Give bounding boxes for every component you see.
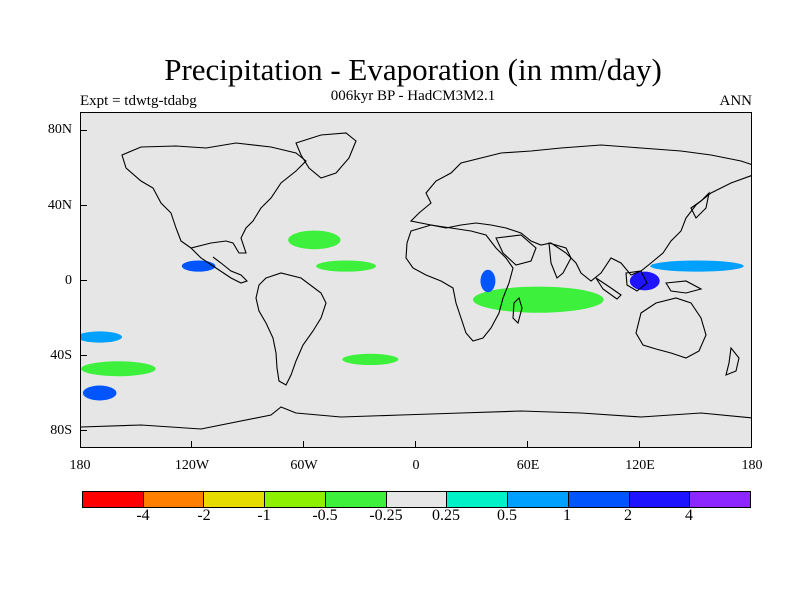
lon-label: 120E [625, 458, 655, 473]
pe-anomaly-south-atlantic-drying [342, 353, 399, 365]
coast-greenland [295, 132, 357, 179]
pe-anomaly-tropical-atlantic-drying [316, 260, 376, 272]
lon-tick [191, 441, 192, 448]
lat-label: 80S [50, 423, 72, 438]
coast-arabia [495, 234, 537, 266]
lat-label: 0 [65, 273, 72, 288]
colorbar [82, 491, 751, 508]
lon-label: 60E [516, 458, 540, 473]
map-panel [80, 112, 752, 448]
lon-tick [527, 441, 528, 448]
pe-anomaly-southern-ocean-wetting [82, 385, 117, 401]
colorbar-box [325, 492, 387, 507]
coastlines [81, 132, 751, 430]
coast-eurasia [409, 144, 751, 282]
colorbar-label: -0.5 [312, 507, 338, 524]
coast-japan [690, 191, 710, 219]
colorbar-label: 1 [563, 507, 571, 524]
chart-subtitle: 006kyr BP - HadCM3M2.1 [330, 88, 496, 104]
coast-south-america [255, 272, 327, 386]
lon-label: 60W [290, 458, 318, 473]
coast-new-zealand [725, 346, 740, 376]
pe-anomaly-east-africa-wetting [480, 269, 496, 293]
colorbar-label: -4 [136, 507, 150, 524]
pe-anomaly-north-atlantic-drying [288, 230, 341, 250]
coast-sumatra [595, 277, 622, 300]
lon-tick [639, 441, 640, 448]
colorbar-box [143, 492, 205, 507]
colorbar-label: 4 [685, 507, 693, 524]
lat-label: 40N [47, 198, 72, 213]
experiment-label: Expt = tdwtg-tdabg [80, 93, 197, 109]
coast-central-america [190, 247, 249, 284]
lon-tick [415, 441, 416, 448]
coast-australia [635, 297, 707, 359]
lat-label: 40S [50, 348, 72, 363]
lon-label: 180 [741, 458, 763, 473]
colorbar-box [204, 492, 266, 507]
lon-label: 180 [69, 458, 91, 473]
colorbar-box [508, 492, 569, 507]
colorbar-label: 0.5 [497, 507, 517, 524]
lat-tick [80, 130, 87, 131]
pe-anomaly-equatorial-pacific-wetting [181, 260, 216, 272]
pe-anomaly-southern-ocean-drying [81, 361, 156, 377]
colorbar-box [83, 492, 144, 507]
coast-india [548, 242, 572, 279]
colorbar-box [265, 492, 326, 507]
pe-anomaly-south-pacific-wetting [81, 331, 123, 343]
colorbar-box [386, 492, 448, 507]
lat-tick [80, 430, 87, 431]
lat-tick [80, 280, 87, 281]
season-label: ANN [719, 93, 753, 109]
lon-label: 0 [412, 458, 420, 473]
coast-new-guinea [665, 280, 703, 294]
lon-label: 120W [174, 458, 210, 473]
lat-tick [80, 355, 87, 356]
colorbar-box [690, 492, 751, 507]
colorbar-box [447, 492, 509, 507]
colorbar-label: -2 [197, 507, 211, 524]
coast-madagascar [512, 296, 523, 325]
field-layer [81, 230, 744, 401]
colorbar-box [568, 492, 630, 507]
chart-title: Precipitation - Evaporation (in mm/day) [164, 52, 662, 87]
lat-label: 80N [47, 122, 72, 137]
lon-tick [303, 441, 304, 448]
colorbar-label: -0.25 [369, 507, 403, 524]
coast-north-america [121, 142, 307, 254]
pe-anomaly-indian-ocean-drying [473, 286, 604, 313]
pe-anomaly-maritime-continent-wetting [629, 271, 660, 291]
pe-anomaly-west-pacific-wetting [650, 260, 744, 272]
colorbar-label: 2 [624, 507, 632, 524]
coast-antarctica [81, 406, 751, 430]
coast-borneo [625, 270, 648, 292]
coast-africa [405, 224, 514, 342]
colorbar-label: 0.25 [432, 507, 460, 524]
lat-tick [80, 205, 87, 206]
map-canvas [81, 113, 751, 447]
colorbar-label: -1 [257, 507, 271, 524]
colorbar-box [629, 492, 691, 507]
